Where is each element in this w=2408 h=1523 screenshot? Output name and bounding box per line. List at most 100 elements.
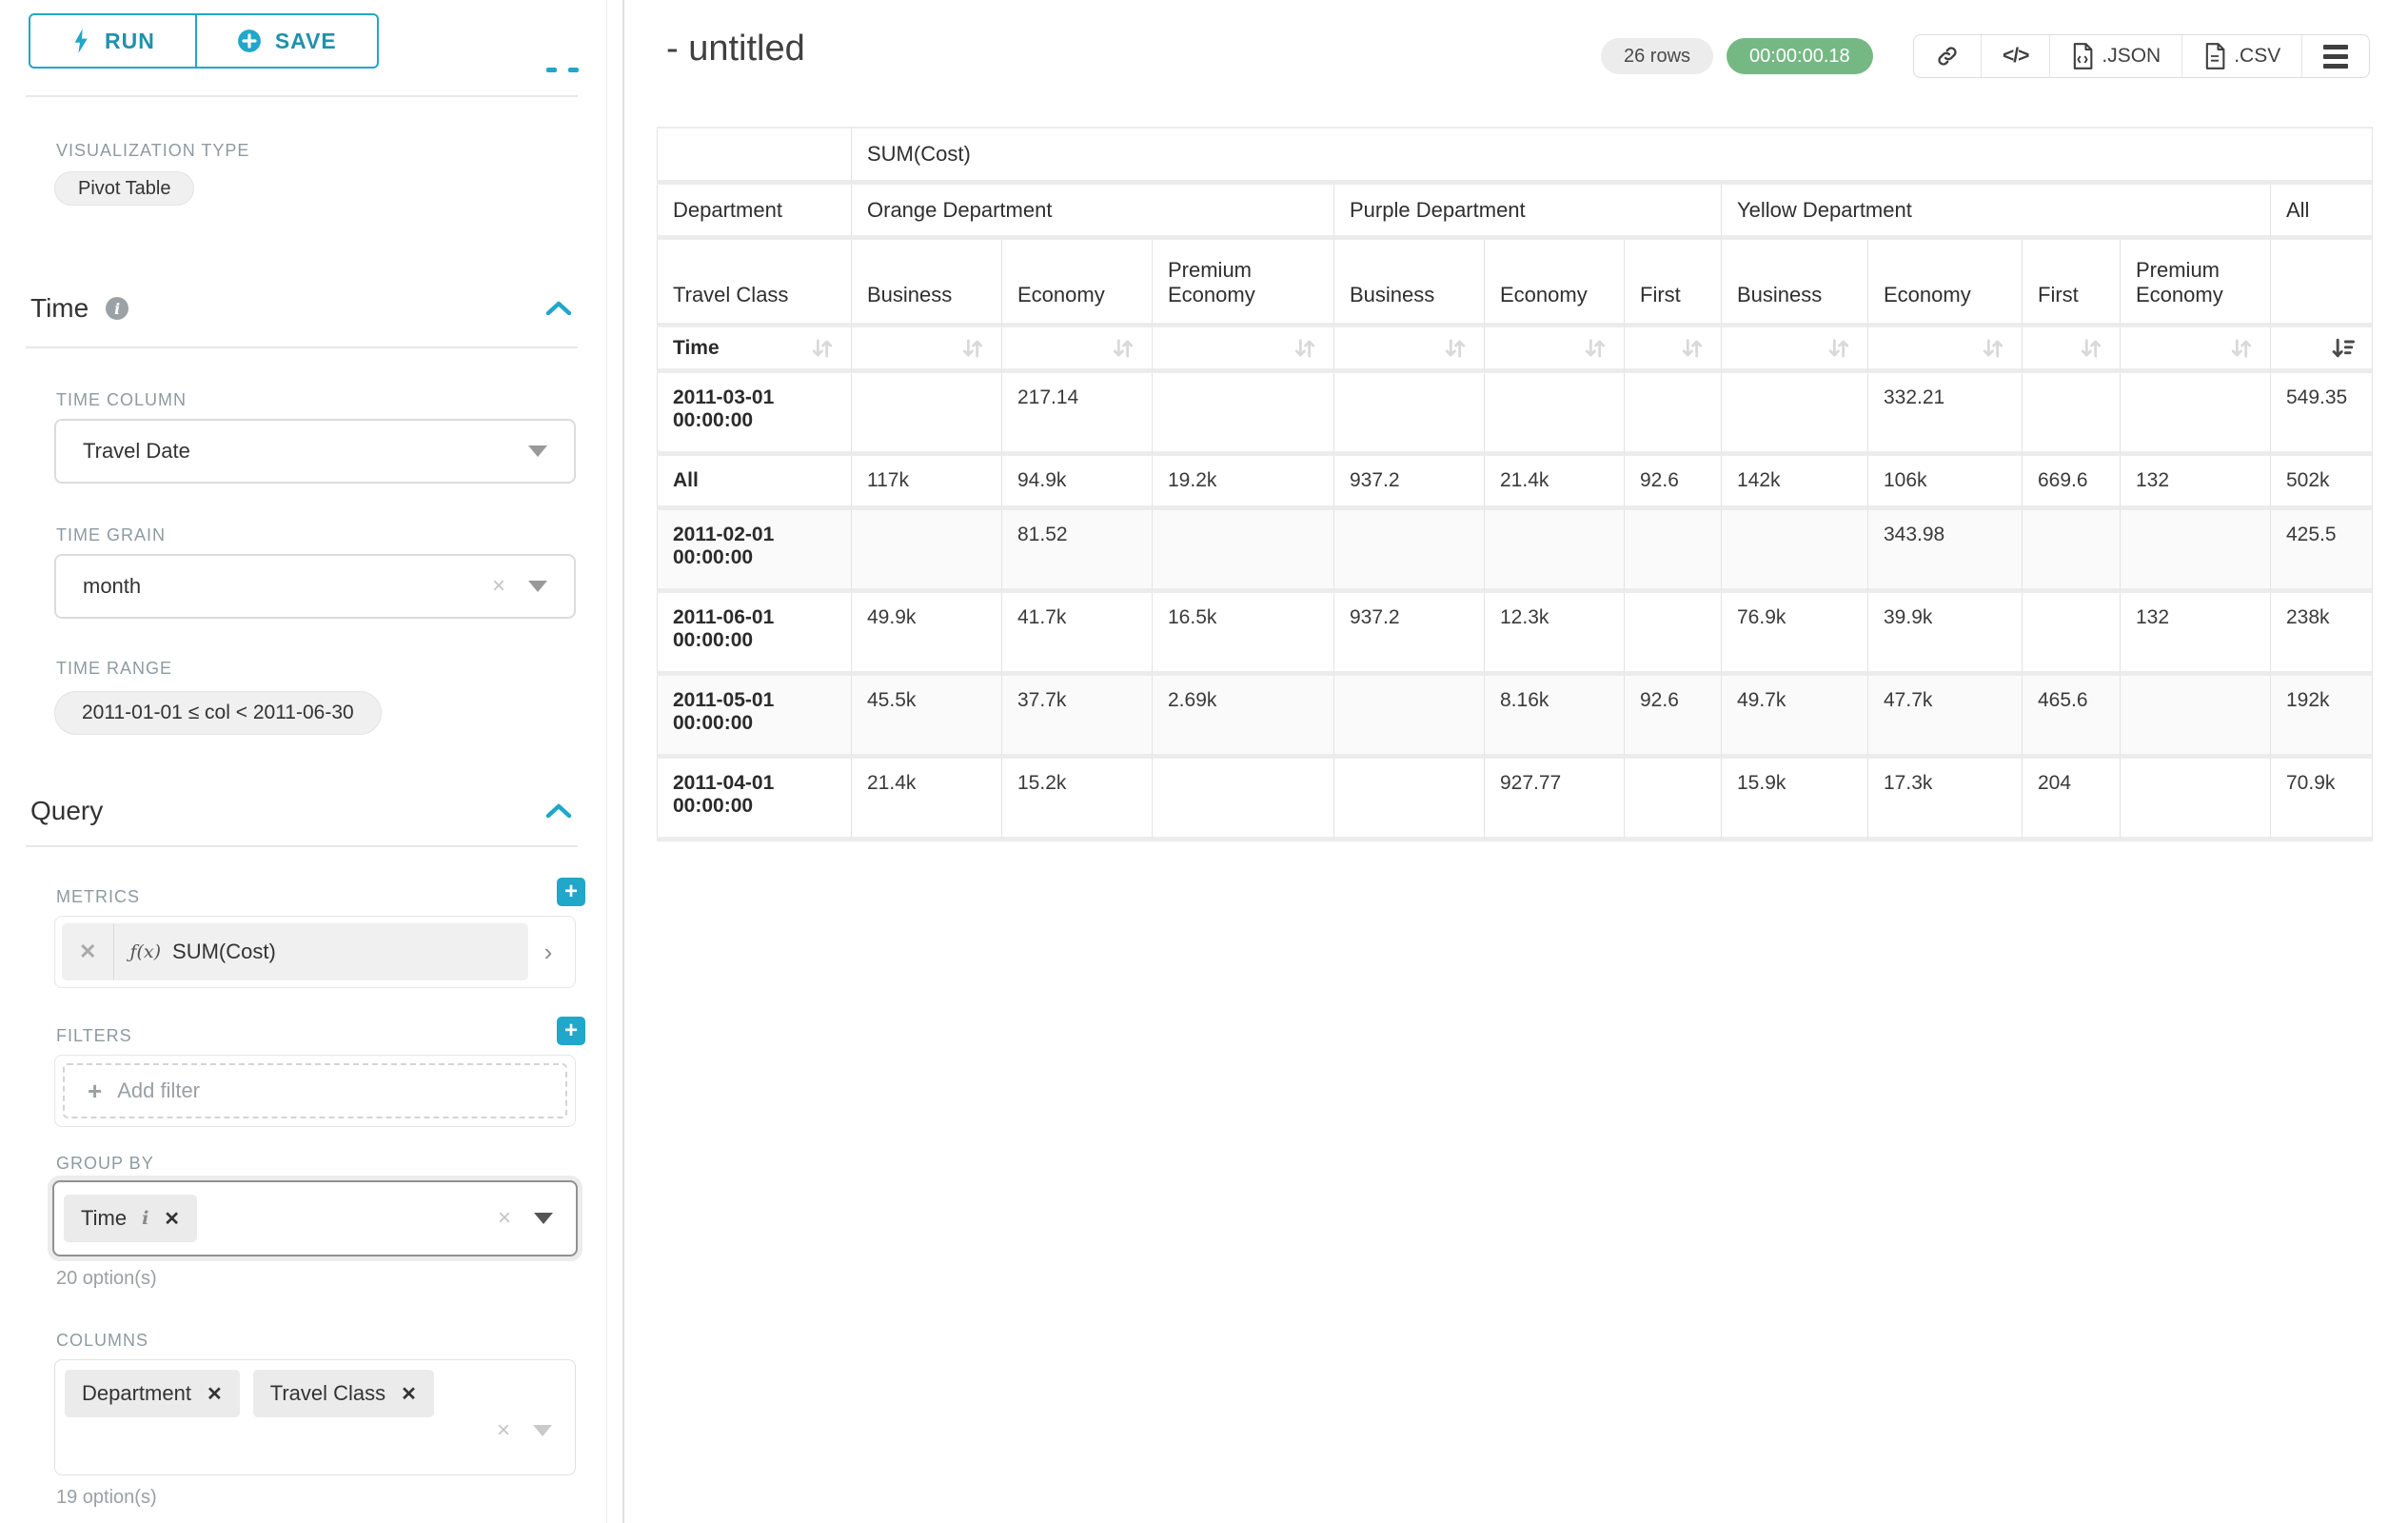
chevron-down-icon[interactable] [534,1213,553,1224]
pivot-value-cell [2121,759,2271,841]
time-column-label: TIME COLUMN [56,390,187,409]
time-section-header[interactable]: Time i [30,293,573,324]
pivot-value-cell: 217.14 [1002,373,1153,456]
sort-icon[interactable] [1582,335,1609,362]
pivot-value-cell: 8.16k [1485,676,1625,759]
export-json-label: .JSON [2102,45,2161,67]
sort-icon[interactable] [1826,335,1852,362]
column-chip[interactable]: Department ✕ [65,1370,240,1417]
pivot-value-cell: 39.9k [1868,593,2023,676]
lightning-icon [74,29,88,53]
table-row: All 117k 94.9k 19.2k 937.2 21.4k 92.6 142k 106k 6… [657,456,2374,510]
pivot-value-cell: 12.3k [1485,593,1625,676]
pivot-value-cell: 76.9k [1722,593,1868,676]
chip-label: Time [81,1206,128,1230]
remove-metric-icon[interactable]: ✕ [62,923,115,980]
time-grain-select[interactable]: month × [54,554,576,619]
query-timer-badge: 00:00:00.18 [1727,38,1873,74]
remove-chip-icon[interactable]: ✕ [164,1208,181,1230]
sort-icon[interactable] [1110,335,1136,362]
clipped-icon-fragment [568,68,579,72]
time-column-select[interactable]: Travel Date [54,419,576,484]
sort-icon[interactable] [1679,335,1706,362]
sort-icon[interactable] [1980,335,2006,362]
row-label: 2011-06-01 00:00:00 [657,593,852,676]
chevron-right-icon[interactable]: › [543,937,553,966]
export-csv-button[interactable]: .CSV [2181,35,2301,77]
section-divider [26,95,578,97]
add-filter-button[interactable]: + Add filter [63,1063,567,1118]
column-leaf-header: Economy [1002,240,1153,327]
row-axis-header[interactable]: Time [657,327,852,373]
metric-name: SUM(Cost) [172,940,276,963]
pivot-value-cell: 49.9k [852,593,1002,676]
column-group-header: All [2271,185,2374,240]
pivot-value-cell: 238k [2271,593,2374,676]
column-chip[interactable]: Travel Class ✕ [252,1370,434,1417]
column-sort-header[interactable] [2271,327,2374,373]
chevron-down-icon[interactable] [533,1425,552,1436]
chevron-up-icon[interactable] [544,299,573,318]
time-range-pill[interactable]: 2011-01-01 ≤ col < 2011-06-30 [54,691,382,735]
columns-select[interactable]: Department ✕ Travel Class ✕ × [54,1359,576,1475]
pivot-value-cell: 669.6 [2023,456,2121,510]
clear-icon[interactable]: × [497,1205,511,1231]
viz-type-label: VISUALIZATION TYPE [56,141,250,160]
remove-chip-icon[interactable]: ✕ [206,1383,223,1405]
remove-chip-icon[interactable]: ✕ [401,1383,417,1405]
add-metric-button[interactable]: + [557,878,585,906]
pivot-value-cell [1625,759,1722,841]
column-sort-header[interactable] [852,327,1002,373]
pivot-value-cell: 937.2 [1334,456,1485,510]
export-json-button[interactable]: .JSON [2049,35,2181,77]
column-sort-header[interactable] [1868,327,2023,373]
column-sort-header[interactable] [1334,327,1485,373]
sort-icon[interactable] [809,335,836,362]
group-by-select[interactable]: Time i ✕ × [52,1180,578,1256]
metric-chip[interactable]: ✕ ƒ(x) SUM(Cost) [62,923,528,980]
pivot-value-cell: 17.3k [1868,759,2023,841]
row-subdim-header: Travel Class [657,240,852,327]
column-sort-header[interactable] [2121,327,2271,373]
pivot-value-cell [1485,373,1625,456]
clear-icon[interactable]: × [496,1417,510,1443]
pivot-value-cell: 927.77 [1485,759,1625,841]
row-label: 2011-04-01 00:00:00 [657,759,852,841]
pivot-value-cell: 37.7k [1002,676,1153,759]
column-sort-header[interactable] [1153,327,1334,373]
pivot-value-cell [2121,676,2271,759]
column-info-icon[interactable]: i [142,1208,149,1229]
group-by-options-hint: 20 option(s) [56,1268,157,1289]
column-sort-header[interactable] [2023,327,2121,373]
info-icon[interactable]: i [106,297,129,320]
sort-icon[interactable] [1442,335,1469,362]
chevron-down-icon[interactable] [528,445,547,457]
chevron-down-icon[interactable] [528,581,547,592]
clear-icon[interactable]: × [491,573,505,599]
chevron-up-icon[interactable] [544,801,573,821]
column-sort-header[interactable] [1002,327,1153,373]
sort-icon[interactable] [2078,335,2104,362]
column-sort-header[interactable] [1722,327,1868,373]
column-sort-header[interactable] [1625,327,1722,373]
copy-link-button[interactable] [1914,35,1981,77]
json-file-icon [2074,43,2093,69]
csv-file-icon [2206,43,2225,69]
chart-title[interactable]: - untitled [666,29,805,69]
sort-icon[interactable] [2228,335,2255,362]
add-filter-plus-button[interactable]: + [557,1017,585,1045]
column-chip[interactable]: Time i ✕ [64,1195,198,1242]
sort-icon[interactable] [1292,335,1318,362]
viz-type-pill[interactable]: Pivot Table [54,171,195,206]
column-sort-header[interactable] [1485,327,1625,373]
sort-descending-active-icon[interactable] [2330,335,2357,362]
query-section-header[interactable]: Query [30,796,573,826]
sort-icon[interactable] [959,335,986,362]
embed-code-button[interactable]: </> [1981,35,2049,77]
group-by-chips: Time i ✕ [64,1195,210,1242]
pivot-value-cell: 16.5k [1153,593,1334,676]
chart-menu-button[interactable] [2301,35,2369,77]
panel-scrollbar[interactable] [606,0,607,1523]
run-button[interactable]: RUN [29,13,196,69]
save-button[interactable]: SAVE [195,13,379,69]
